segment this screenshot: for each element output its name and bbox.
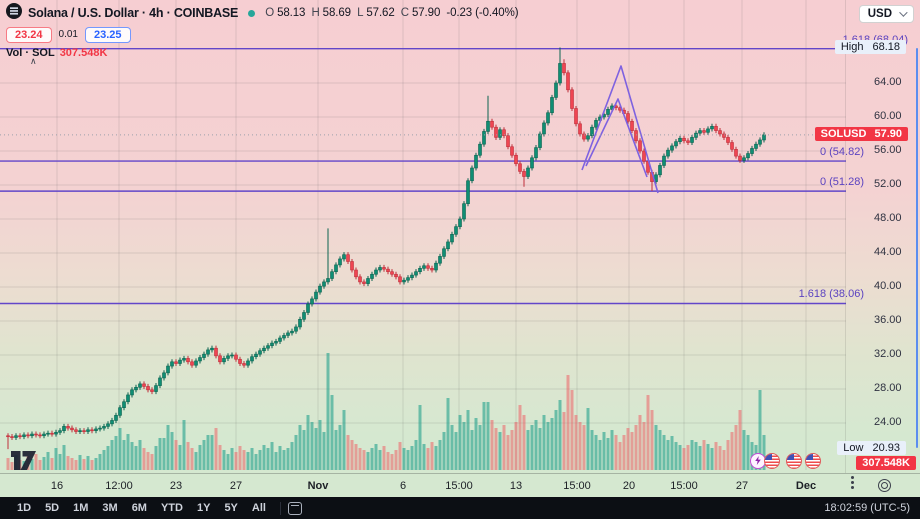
price-tick: 56.00: [874, 144, 902, 156]
sell-price-button[interactable]: 23.24: [6, 26, 52, 43]
time-tick: 15:00: [445, 480, 473, 492]
range-button-5d[interactable]: 5D: [38, 500, 66, 516]
price-tick: 32.00: [874, 348, 902, 360]
fib-level-label: 0 (51.28): [819, 176, 864, 189]
scroll-to-realtime-icon[interactable]: [878, 479, 891, 492]
close-value: 57.90: [411, 7, 441, 19]
price-tick: 64.00: [874, 76, 902, 88]
currency-selector-label: USD: [867, 8, 892, 20]
price-tick: 60.00: [874, 110, 902, 122]
range-button-6m[interactable]: 6M: [125, 500, 154, 516]
bottom-toolbar: 1D 5D 1M 3M 6M YTD 1Y 5Y All 18:02:59 (UTC-5): [0, 497, 920, 519]
low-label: L: [357, 7, 364, 19]
symbol-header-row: Solana / U.S. Dollar · 4h · COINBASE O 58…: [6, 2, 521, 24]
open-value: 58.13: [277, 7, 306, 19]
last-chip-symbol: SOLUSD: [820, 127, 867, 140]
tradingview-logo-icon[interactable]: [10, 445, 38, 476]
solana-logo-icon: [6, 2, 22, 24]
price-tick: 28.00: [874, 382, 902, 394]
last-price-chip: SOLUSD 57.90: [814, 126, 908, 141]
volume-axis-badge: 307.548K: [856, 456, 916, 470]
price-axis[interactable]: 64.00 60.00 56.00 52.00 48.00 44.00 40.00 36.00…: [846, 0, 920, 473]
change-value: -0.23 (-0.40%): [446, 7, 519, 19]
price-axis-border: [845, 0, 846, 473]
low-price-chip: Low 20.93: [837, 441, 906, 456]
fib-level-label: 0 (54.82): [819, 146, 864, 159]
us-flag-event-icon[interactable]: [805, 453, 821, 469]
range-button-1y[interactable]: 1Y: [190, 500, 217, 516]
time-tick: 15:00: [670, 480, 698, 492]
chart-legend: Solana / U.S. Dollar · 4h · COINBASE O 58…: [6, 2, 521, 59]
price-chart-canvas[interactable]: [0, 0, 920, 473]
time-tick: 15:00: [563, 480, 591, 492]
price-tick: 44.00: [874, 246, 902, 258]
market-open-dot-icon: [248, 9, 256, 17]
go-to-date-icon[interactable]: [287, 501, 302, 515]
clock-timezone[interactable]: 18:02:59 (UTC-5): [824, 502, 910, 514]
volume-study-value: 307.548K: [59, 47, 108, 59]
buy-price-button[interactable]: 23.25: [85, 26, 131, 43]
volume-legend-row: Vol · SOL 307.548K: [6, 47, 521, 59]
time-axis-menu-icon[interactable]: [851, 481, 854, 484]
close-label: C: [400, 7, 409, 19]
time-tick: Dec: [795, 480, 817, 492]
us-flag-event-icon[interactable]: [764, 453, 780, 469]
high-chip-label: High: [840, 41, 864, 54]
low-value: 57.62: [366, 7, 395, 19]
last-chip-value: 57.90: [874, 127, 902, 140]
chart-pane[interactable]: 1.618 (68.04)0 (54.82)0 (51.28)1.618 (38…: [0, 0, 920, 473]
time-tick: 20: [622, 480, 636, 492]
high-price-chip: High 68.18: [834, 40, 906, 55]
fib-level-label: 1.618 (38.06): [798, 288, 864, 301]
time-tick: 27: [229, 480, 243, 492]
price-tick: 40.00: [874, 280, 902, 292]
price-tick: 48.00: [874, 212, 902, 224]
high-label: H: [311, 7, 320, 19]
toolbar-divider: [279, 501, 281, 515]
high-value: 58.69: [322, 7, 351, 19]
symbol-title[interactable]: Solana / U.S. Dollar · 4h · COINBASE: [28, 6, 239, 20]
us-flag-event-icon[interactable]: [786, 453, 802, 469]
price-tick: 36.00: [874, 314, 902, 326]
range-button-1d[interactable]: 1D: [10, 500, 38, 516]
visible-range-indicator: [916, 48, 918, 448]
open-label: O: [265, 7, 275, 19]
time-tick: 23: [169, 480, 183, 492]
low-chip-label: Low: [843, 442, 864, 455]
time-tick: 12:00: [105, 480, 133, 492]
collapse-legend-chevron-icon[interactable]: ∧: [30, 56, 37, 66]
time-tick: 16: [50, 480, 64, 492]
range-button-ytd[interactable]: YTD: [154, 500, 190, 516]
range-button-all[interactable]: All: [245, 500, 273, 516]
time-axis[interactable]: 16 12:00 23 27 Nov 6 15:00 13 15:00 20 15:00 27 Dec: [0, 473, 920, 497]
trade-buttons-row: 23.24 0.01 23.25: [6, 26, 521, 43]
time-tick: 13: [509, 480, 523, 492]
ohlc-values: O 58.13 H 58.69 L 57.62 C 57.90 -0.23 (-0.40…: [265, 7, 521, 19]
range-button-5y[interactable]: 5Y: [217, 500, 244, 516]
spread-value: 0.01: [58, 29, 78, 40]
time-tick: 27: [735, 480, 749, 492]
currency-selector[interactable]: USD: [858, 5, 914, 23]
price-tick: 52.00: [874, 178, 902, 190]
time-tick: Nov: [307, 480, 329, 492]
date-range-buttons: 1D 5D 1M 3M 6M YTD 1Y 5Y All: [10, 500, 273, 516]
volume-study-label[interactable]: Vol · SOL: [6, 47, 55, 59]
range-button-1m[interactable]: 1M: [66, 500, 95, 516]
low-chip-value: 20.93: [872, 442, 900, 455]
time-tick: 6: [399, 480, 407, 492]
high-chip-value: 68.18: [872, 41, 900, 54]
range-button-3m[interactable]: 3M: [95, 500, 124, 516]
price-tick: 24.00: [874, 416, 902, 428]
